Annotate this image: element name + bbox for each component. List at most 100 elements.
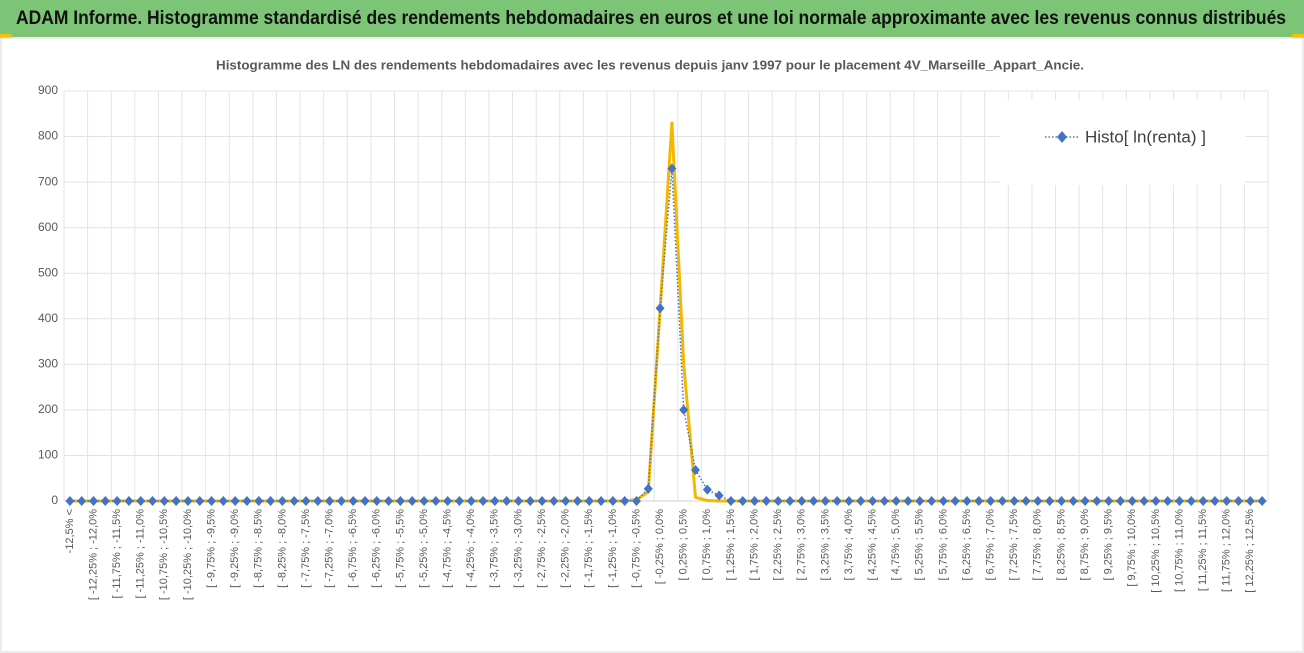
data-point [502,496,512,506]
x-tick-label: [ 9,75% ; 10,0% [1126,509,1138,587]
y-tick-label: 500 [38,265,58,279]
x-tick-label: [ 7,75% ; 8,0% [1032,509,1044,581]
data-point [608,496,618,506]
data-point [691,465,701,476]
data-point [1021,496,1031,506]
x-tick-label: [ -1,25% ; -1,0% [607,509,619,588]
data-point [797,496,807,506]
data-point [384,496,394,506]
x-tick-label: [ 9,25% ; 9,5% [1103,509,1115,581]
x-tick-label: [ -12,25% ; -12,0% [87,509,99,600]
chart-frame [0,37,1304,653]
x-tick-label: [ 2,75% ; 3,0% [796,509,808,581]
x-tick-label: [ -3,25% ; -3,0% [512,509,524,588]
data-point [537,496,547,506]
data-point [454,496,464,506]
data-point [596,496,606,506]
data-point [1009,496,1019,506]
data-point [1080,496,1090,506]
data-point [1210,496,1220,506]
chart-title: Histogramme des LN des rendements hebdom… [216,57,1084,72]
x-tick-label: [ -8,75% ; -8,5% [253,509,265,588]
data-point [77,496,87,506]
data-point [1104,496,1114,506]
data-point [1092,496,1102,506]
data-point [667,163,677,174]
header-accent [1292,34,1304,38]
data-point [1033,496,1043,506]
y-tick-label: 100 [38,448,58,462]
y-tick-label: 700 [38,174,58,188]
data-point [148,496,158,506]
x-tick-label: [ -6,25% ; -6,0% [371,509,383,588]
y-tick-label: 400 [38,311,58,325]
x-tick-label: [ 3,75% ; 4,0% [843,509,855,581]
data-point [490,496,500,506]
y-tick-label: 800 [38,129,58,143]
data-point [1127,496,1137,506]
data-point [372,496,382,506]
data-point [962,496,972,506]
x-tick-label: [ -7,75% ; -7,5% [300,509,312,588]
x-tick-label: [ -9,25% ; -9,0% [229,509,241,588]
x-tick-label: [ -7,25% ; -7,0% [323,509,335,588]
x-tick-label: [ -10,75% ; -10,5% [158,509,170,600]
x-tick-label: [ 11,25% ; 11,5% [1197,509,1209,591]
data-point [1068,496,1078,506]
x-tick-label: [ -6,75% ; -6,5% [347,509,359,588]
data-point [136,496,146,506]
data-point [89,496,99,506]
x-tick-label: [ 7,25% ; 7,5% [1008,509,1020,581]
data-point [1257,496,1267,506]
x-tick-label: [ -5,75% ; -5,5% [394,509,406,588]
x-tick-label: [ 4,75% ; 5,0% [890,509,902,581]
data-point [218,496,228,506]
x-tick-label: [ 8,25% ; 8,5% [1055,509,1067,581]
data-point [561,496,571,506]
data-point [431,496,441,506]
x-tick-label: [ -8,25% ; -8,0% [276,509,288,588]
data-point [950,496,960,506]
x-tick-label: [ -11,75% ; -11,5% [111,509,123,599]
data-point [773,496,783,506]
data-point [879,496,889,506]
data-point [1056,496,1066,506]
header-band [0,0,1304,37]
data-point [620,496,630,506]
data-point [254,496,264,506]
data-point [761,496,771,506]
data-point [183,496,193,506]
x-tick-label: [ -11,25% ; -11,0% [135,509,147,599]
x-tick-label: [ 5,25% ; 5,5% [914,509,926,581]
data-point [419,496,429,506]
data-point [407,496,417,506]
data-point [1233,496,1243,506]
x-tick-label: [ -0,75% ; -0,5% [630,509,642,588]
x-tick-label: [ -2,75% ; -2,5% [536,509,548,588]
data-point [360,496,370,506]
x-tick-label: [ 5,75% ; 6,0% [937,509,949,581]
data-point [525,496,535,506]
data-point [1198,496,1208,506]
data-point [631,496,641,506]
x-tick-label: [ 11,75% ; 12,0% [1221,509,1233,592]
data-point [207,496,217,506]
data-point [1174,496,1184,506]
data-point [277,496,287,506]
x-tick-label: [ -1,75% ; -1,5% [583,509,595,588]
data-point [1139,496,1149,506]
data-point [513,496,523,506]
y-tick-label: 0 [51,493,58,507]
legend-marker [1057,131,1067,143]
data-point [726,496,736,506]
data-point [643,483,653,494]
data-point [572,496,582,506]
data-point [738,496,748,506]
x-tick-label: [ -3,75% ; -3,5% [489,509,501,588]
data-point [112,496,122,506]
x-tick-label: [ 1,25% ; 1,5% [725,509,737,581]
data-point [903,496,913,506]
data-point [325,496,335,506]
x-tick-label: [ -4,75% ; -4,5% [442,509,454,588]
